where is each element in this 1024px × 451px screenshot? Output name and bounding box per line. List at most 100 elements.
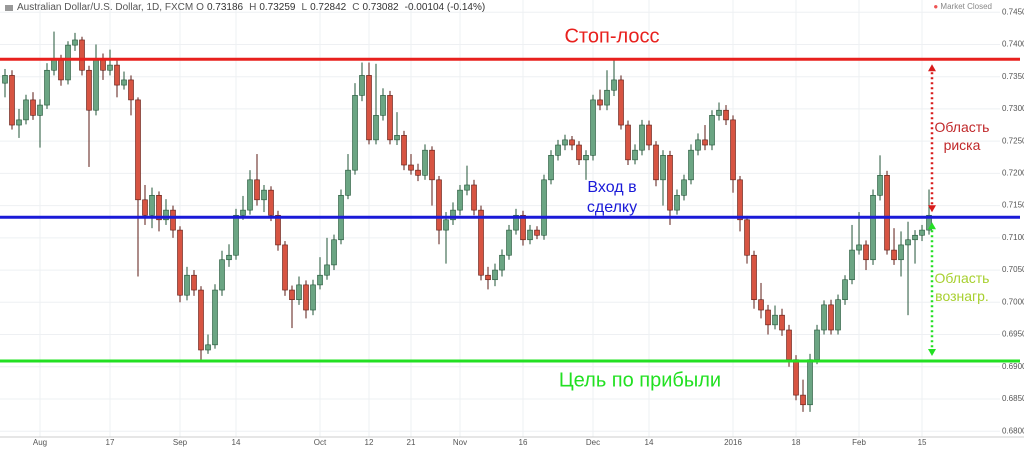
candle-body [247,179,253,211]
candle-body [814,329,820,360]
market-status: ● Market Closed [933,2,992,11]
candle-body [695,139,701,151]
y-tick-label: 0.69000 [1002,362,1024,371]
candle-body [772,314,778,326]
candle-body [121,79,127,86]
y-tick-label: 0.70000 [1002,297,1024,306]
candle-body [79,39,85,71]
candle-body [723,109,729,121]
candle-body [499,254,505,271]
y-tick-label: 0.73500 [1002,72,1024,81]
candle-body [478,209,484,276]
candle-body [905,239,911,246]
candle-body [275,214,281,246]
x-tick-label: 21 [407,438,416,447]
y-tick-label: 0.68500 [1002,394,1024,403]
candle-body [184,274,190,296]
candle-body [870,194,876,261]
candle-body [436,179,442,231]
candle-body [898,244,904,261]
candle-body [72,39,78,46]
x-tick-label: 14 [232,438,241,447]
candle-body [149,194,155,216]
candle-body [380,95,386,116]
candle-body [779,314,785,331]
x-tick-label: 12 [365,438,374,447]
candle-body [324,264,330,276]
candle-body [534,229,540,236]
candle-body [177,229,183,296]
quote-value: 0.72842 [310,2,347,13]
candle-body [233,214,239,256]
status-text: Market Closed [940,2,992,11]
candle-body [282,244,288,291]
candle-body [240,209,246,216]
x-tick-label: Dec [586,438,600,447]
candle-body [219,259,225,291]
candle-body [765,309,771,326]
arrow-head [928,205,936,213]
level-label: сделку [587,199,637,216]
candle-body [842,279,848,301]
candle-body [135,99,141,201]
candle-body [401,135,407,166]
level-label: Цель по прибыли [559,369,721,391]
candle-body [44,69,50,106]
zone-label: риска [944,137,981,153]
candle-body [191,274,197,291]
x-tick-label: 14 [645,438,654,447]
candle-body [527,229,533,241]
candle-body [464,184,470,191]
candle-body [611,79,617,91]
x-tick-label: Sep [173,438,188,447]
x-tick-label: 15 [918,438,927,447]
candle-body [2,75,8,84]
x-tick-label: 17 [106,438,115,447]
candle-body [261,189,267,201]
candle-body [450,209,456,221]
candle-body [919,229,925,236]
candle-body [457,189,463,211]
candle-body [296,284,302,301]
candle-body [212,289,218,346]
candle-body [23,99,29,121]
candle-body [506,229,512,256]
candle-body [513,214,519,231]
y-tick-label: 0.69500 [1002,330,1024,339]
candle-body [541,179,547,236]
candle-body [674,194,680,211]
x-tick-label: Aug [33,438,47,447]
candle-body [576,144,582,161]
candle-body [408,164,414,171]
quote-key: L [301,2,308,13]
x-tick-label: Feb [852,438,866,447]
candle-body [653,144,659,181]
candle-body [16,119,22,126]
candle-body [114,64,120,86]
candle-body [793,359,799,396]
y-tick-label: 0.71500 [1002,201,1024,210]
header: Australian Dollar/U.S. Dollar, 1D, FXCM … [4,2,488,13]
candle-body [226,254,232,261]
candle-body [65,44,71,81]
candle-body [828,304,834,331]
x-tick-label: 18 [792,438,801,447]
candle-body [660,155,666,181]
candle-body [632,149,638,161]
candle-body [877,175,883,196]
arrow-head [928,64,936,72]
candle-body [37,104,43,116]
candle-body [786,329,792,360]
y-tick-label: 0.73000 [1002,104,1024,113]
candle-body [492,269,498,281]
candle-body [373,115,379,141]
candle-body [884,175,890,251]
candle-body [520,214,526,241]
candle-body [359,75,365,96]
candle-body [863,244,869,261]
candle-body [800,394,806,406]
candle-body [310,284,316,311]
candle-body [198,289,204,351]
x-tick-label: 2016 [724,438,742,447]
